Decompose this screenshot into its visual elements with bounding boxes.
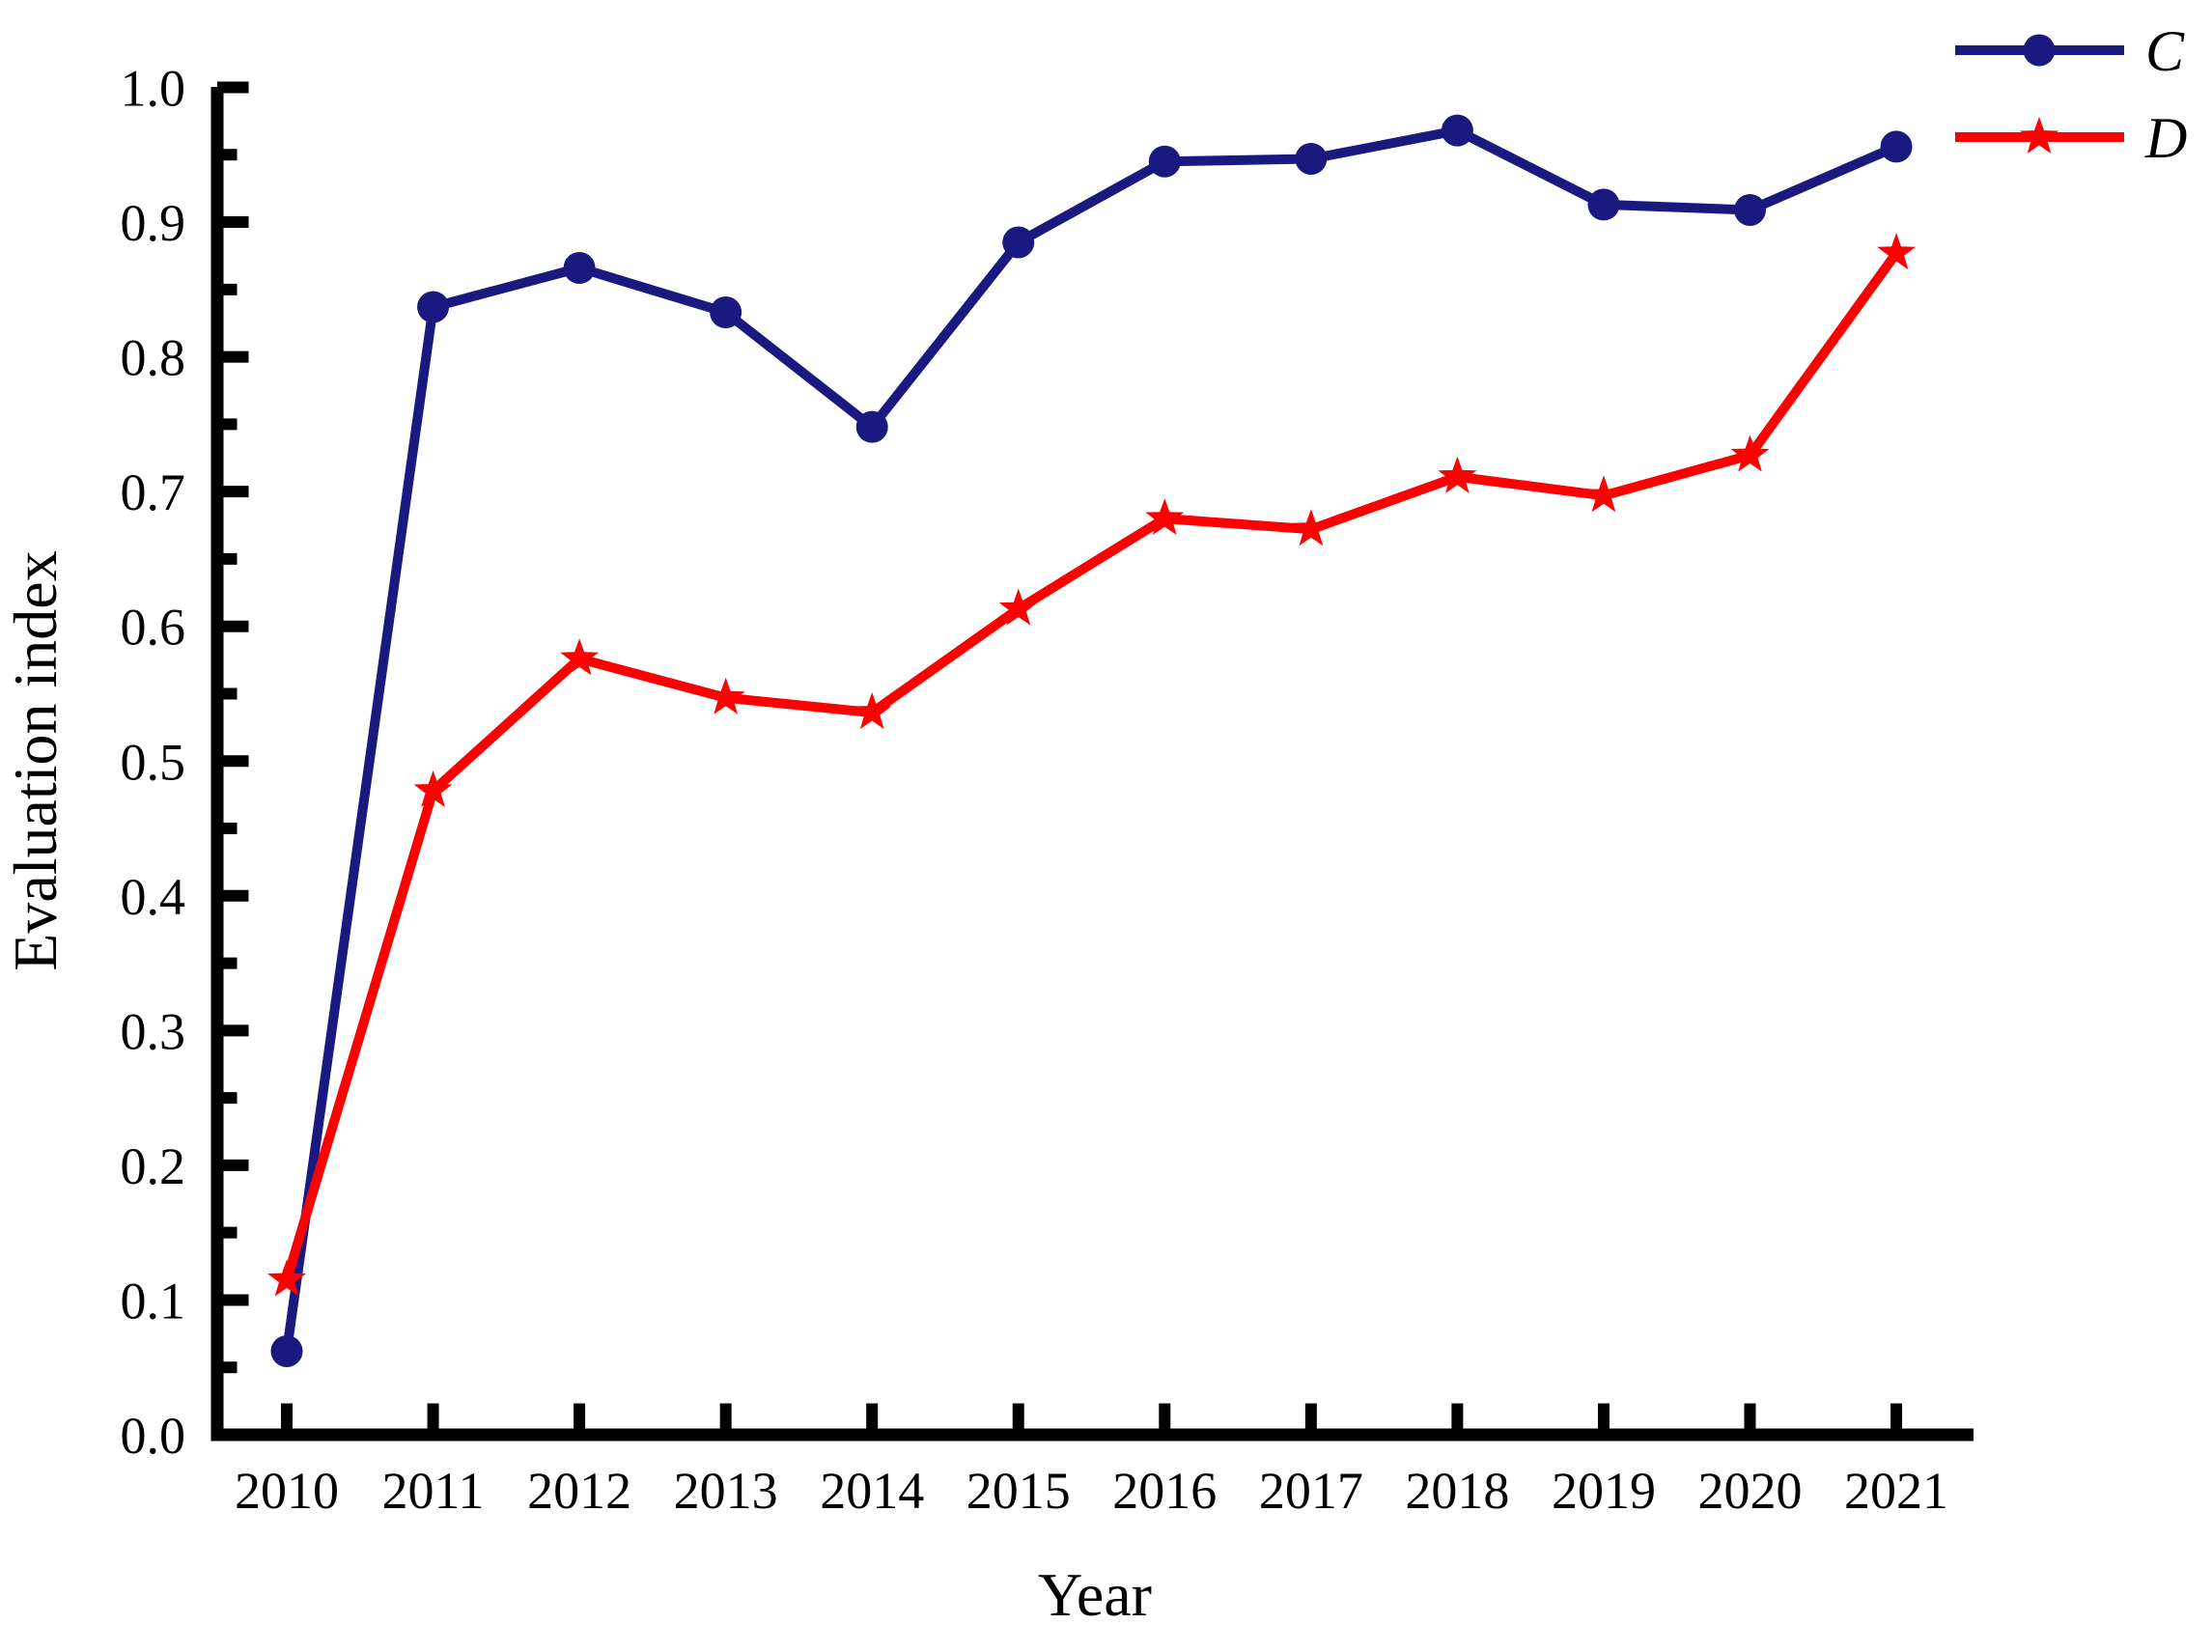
data-point-D-2017 (1291, 509, 1330, 546)
data-point-D-2013 (706, 677, 745, 714)
y-tick-label: 0.7 (121, 463, 186, 521)
data-point-D-2018 (1438, 456, 1477, 493)
x-tick-label: 2015 (966, 1462, 1071, 1520)
legend-marker-star-icon (2020, 117, 2058, 154)
legend-label-C: C (2145, 19, 2185, 83)
x-tick-labels: 2010 2011 2012 2013 2014 2015 2016 2017 2018 2019… (235, 1462, 1948, 1520)
series-C (270, 114, 1913, 1367)
legend-label-D: D (2144, 106, 2187, 170)
y-tick-label: 0.5 (121, 733, 186, 791)
data-point-D-2016 (1145, 498, 1185, 535)
y-tick-label: 0.2 (121, 1137, 186, 1195)
legend-entry-C: C (1955, 19, 2185, 83)
x-tick-label: 2020 (1698, 1462, 1803, 1520)
x-tick-label: 2018 (1405, 1462, 1509, 1520)
y-tick-label: 0.3 (121, 1002, 186, 1060)
y-axis-title: Evaluation index (1, 550, 70, 970)
y-tick-label: 0.8 (121, 329, 186, 387)
data-point-C-2021 (1880, 130, 1913, 163)
series-group (267, 114, 1916, 1367)
data-point-C-2015 (1002, 226, 1035, 259)
data-point-D-2011 (413, 770, 453, 807)
data-point-D-2014 (853, 692, 892, 729)
x-tick-label: 2019 (1552, 1462, 1656, 1520)
data-point-C-2013 (710, 296, 742, 329)
y-tick-label: 0.0 (121, 1407, 186, 1465)
y-tick-labels: 0.0 0.1 0.2 0.3 0.4 0.5 0.6 0.7 0.8 0.9 1.0 (121, 60, 186, 1466)
x-tick-label: 2010 (235, 1462, 339, 1520)
series-D (267, 233, 1916, 1297)
y-tick-label: 0.4 (121, 868, 186, 926)
data-point-D-2020 (1730, 434, 1770, 472)
x-tick-label: 2014 (820, 1462, 924, 1520)
x-tick-label: 2011 (382, 1462, 485, 1520)
x-tick-label: 2016 (1112, 1462, 1217, 1520)
data-point-D-2021 (1877, 233, 1916, 270)
series-line-D (282, 248, 1902, 1285)
data-point-C-2012 (563, 251, 596, 284)
y-tick-label: 1.0 (121, 60, 186, 118)
legend: CD (1955, 19, 2187, 170)
legend-marker-circle-icon (2023, 34, 2056, 67)
data-point-C-2010 (270, 1334, 303, 1367)
x-tick-label: 2021 (1844, 1462, 1948, 1520)
x-tick-label: 2017 (1259, 1462, 1363, 1520)
axes (210, 81, 1974, 1442)
data-point-C-2011 (417, 291, 450, 323)
data-point-C-2018 (1441, 114, 1473, 147)
x-tick-label: 2013 (674, 1462, 778, 1520)
data-point-C-2017 (1295, 142, 1328, 175)
data-point-D-2019 (1584, 475, 1623, 513)
data-point-C-2020 (1734, 193, 1766, 226)
data-point-C-2014 (855, 410, 888, 443)
x-tick-label: 2012 (527, 1462, 631, 1520)
data-point-D-2012 (560, 638, 600, 676)
x-axis-title: Year (1038, 1560, 1152, 1629)
data-point-C-2016 (1148, 145, 1181, 178)
data-point-C-2019 (1587, 188, 1620, 221)
series-line-C (282, 126, 1902, 1357)
y-tick-label: 0.9 (121, 194, 186, 252)
y-tick-label: 0.6 (121, 599, 186, 657)
data-point-D-2010 (267, 1259, 306, 1297)
legend-entry-D: D (1955, 106, 2187, 170)
y-tick-label: 0.1 (121, 1272, 186, 1330)
data-point-D-2015 (998, 588, 1038, 626)
